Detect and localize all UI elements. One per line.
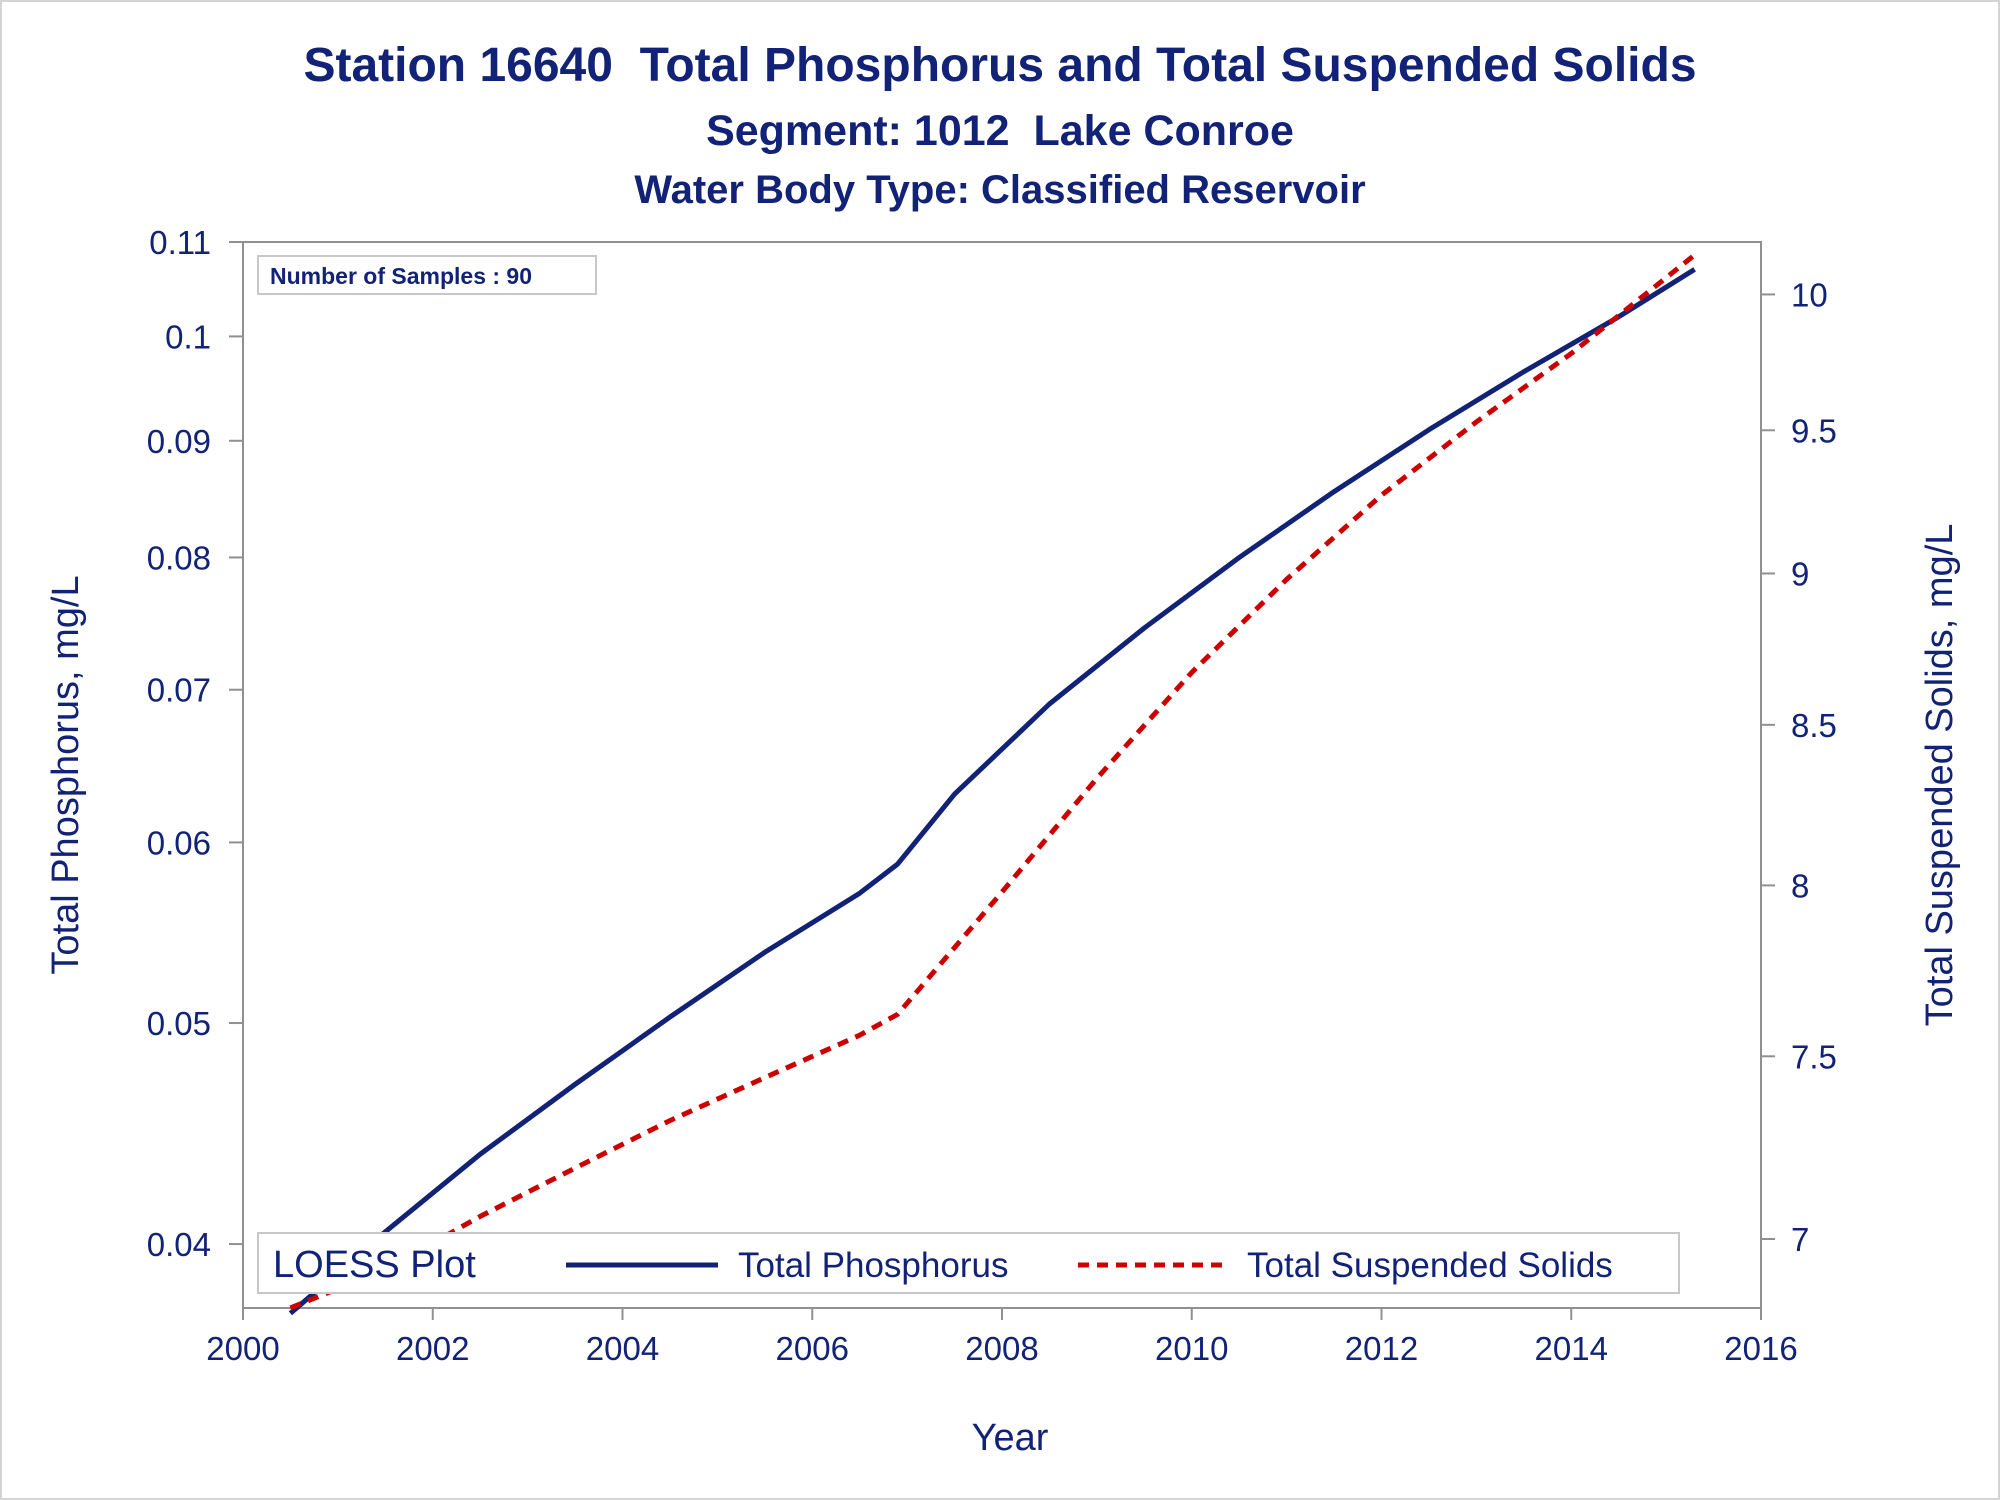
y-axis-right: 7 7.5 8 8.5 9 9.5 10 xyxy=(1761,276,1837,1258)
y-tick-label: 0.06 xyxy=(147,824,211,861)
tp-series-line xyxy=(288,267,1696,1316)
y-tick-label: 0.09 xyxy=(147,423,211,460)
y2-tick-label: 10 xyxy=(1791,276,1828,313)
y-tick-label: 0.11 xyxy=(149,224,211,261)
legend-tp-label: Total Phosphorus xyxy=(738,1246,1008,1285)
y-axis-left: 0.04 0.05 0.06 0.07 0.08 0.09 0.1 0.11 xyxy=(147,224,243,1263)
x-axis-title: Year xyxy=(972,1417,1049,1459)
y-tick-label: 0.08 xyxy=(147,539,211,576)
x-tick-label: 2016 xyxy=(1724,1330,1797,1367)
chart-subtitle-segment: Segment: 1012 Lake Conroe xyxy=(706,107,1294,155)
x-tick-label: 2010 xyxy=(1155,1330,1228,1367)
y-tick-label: 0.05 xyxy=(147,1005,211,1042)
x-tick-label: 2012 xyxy=(1345,1330,1418,1367)
y2-tick-label: 8.5 xyxy=(1791,707,1837,744)
plot-area xyxy=(242,241,1762,1309)
chart-subtitle-waterbody: Water Body Type: Classified Reservoir xyxy=(634,168,1366,212)
y2-tick-label: 7.5 xyxy=(1791,1038,1837,1075)
legend-tss-label: Total Suspended Solids xyxy=(1247,1246,1613,1285)
tss-series-line xyxy=(289,253,1697,1311)
y2-tick-label: 9 xyxy=(1791,555,1809,592)
x-tick-label: 2002 xyxy=(396,1330,469,1367)
chart-title: Station 16640 Total Phosphorus and Total… xyxy=(303,39,1697,92)
x-tick-label: 2008 xyxy=(965,1330,1038,1367)
y-tick-label: 0.1 xyxy=(165,318,211,355)
legend: LOESS Plot Total Phosphorus Total Suspen… xyxy=(257,1232,1680,1294)
y-tick-label: 0.04 xyxy=(147,1226,211,1263)
y2-tick-label: 7 xyxy=(1791,1221,1809,1258)
y-axis-title: Total Phosphorus, mg/L xyxy=(45,575,87,974)
x-tick-label: 2004 xyxy=(586,1330,659,1367)
legend-heading: LOESS Plot xyxy=(273,1244,476,1286)
y2-tick-label: 9.5 xyxy=(1791,412,1837,449)
x-axis: 2000 2002 2004 2006 2008 2010 2012 2014 2016 xyxy=(206,1308,1798,1367)
y2-tick-label: 8 xyxy=(1791,867,1809,904)
x-tick-label: 2006 xyxy=(776,1330,849,1367)
series-layer xyxy=(288,253,1697,1316)
sample-count-text: Number of Samples : 90 xyxy=(270,263,532,289)
y-tick-label: 0.07 xyxy=(147,672,211,709)
x-tick-label: 2014 xyxy=(1535,1330,1608,1367)
y2-axis-title: Total Suspended Solids, mg/L xyxy=(1919,524,1961,1027)
x-tick-label: 2000 xyxy=(206,1330,279,1367)
sample-count-inset: Number of Samples : 90 xyxy=(257,255,597,295)
